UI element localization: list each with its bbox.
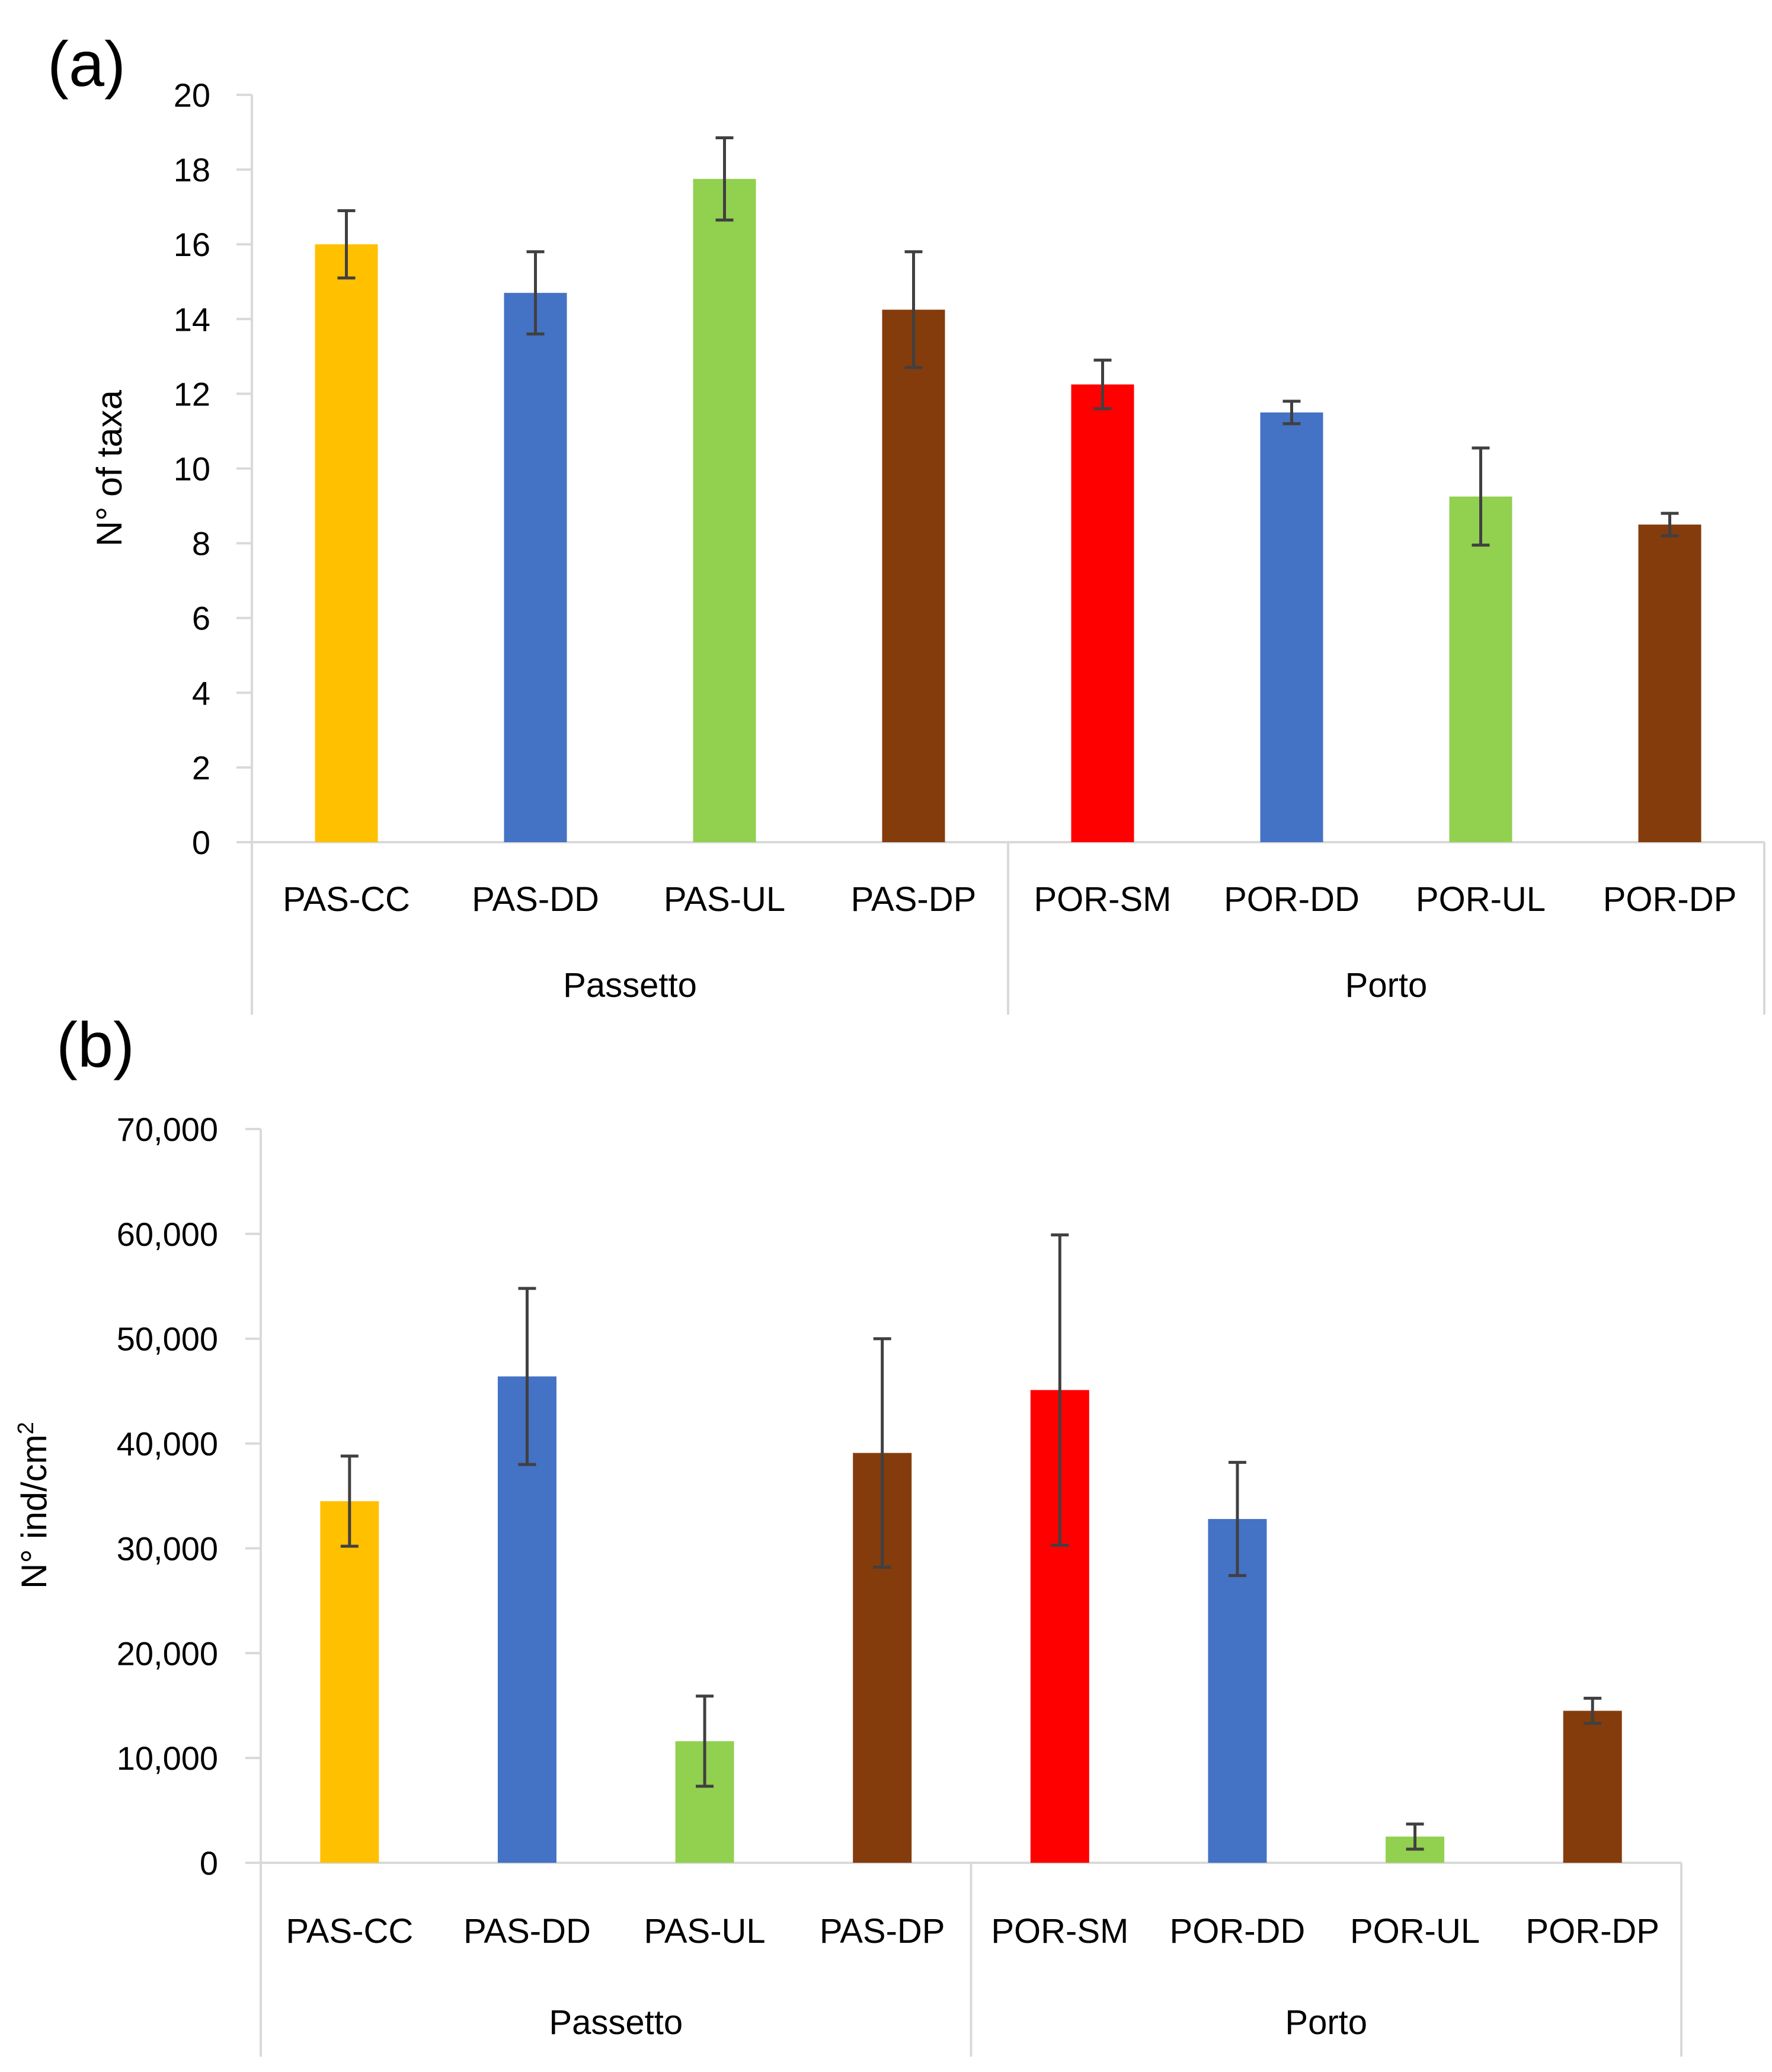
y-tick-label: 30,000 xyxy=(117,1530,218,1567)
bar xyxy=(1260,412,1323,842)
bar xyxy=(1071,384,1134,842)
group-label: Passetto xyxy=(549,2003,683,2042)
y-tick-label: 2 xyxy=(192,749,210,786)
x-tick-label: PAS-CC xyxy=(286,1912,413,1951)
bar xyxy=(504,293,567,842)
y-tick-label: 10 xyxy=(174,450,210,488)
bar xyxy=(315,244,378,842)
group-label: Passetto xyxy=(563,966,697,1005)
x-tick-label: PAS-DD xyxy=(472,880,599,919)
panel-a-chart: (a) N° of taxa 0 2 4 6 8 10 12 14 16 18 20 Passetto Po… xyxy=(47,28,1765,1015)
y-tick-label: 20,000 xyxy=(117,1635,218,1672)
x-tick-label: PAS-DD xyxy=(463,1912,591,1951)
panel-b-chart: (b) N° ind/cm2 0 10,000 20,000 30,000 40,000 50… xyxy=(14,1009,1683,2057)
bar xyxy=(1563,1710,1622,1863)
x-tick-label: PAS-CC xyxy=(283,880,410,919)
x-tick-label: PAS-UL xyxy=(664,880,785,919)
group-label: Porto xyxy=(1345,966,1428,1005)
y-tick-label: 16 xyxy=(174,226,210,263)
x-tick-label: POR-DD xyxy=(1224,880,1360,919)
y-tick-label: 6 xyxy=(192,600,210,637)
x-tick-label: POR-DD xyxy=(1170,1912,1306,1951)
x-tick-label: PAS-DP xyxy=(851,880,977,919)
y-axis-title-text: N° ind/cm xyxy=(14,1434,54,1589)
x-tick-label: POR-UL xyxy=(1350,1912,1480,1951)
x-tick-label: POR-DP xyxy=(1525,1912,1659,1951)
x-tick-label: POR-SM xyxy=(991,1912,1128,1951)
y-tick-label: 14 xyxy=(174,300,210,338)
y-tick-label: 12 xyxy=(174,375,210,413)
x-tick-label: POR-UL xyxy=(1416,880,1546,919)
group-label: Porto xyxy=(1285,2003,1367,2042)
y-axis-title: N° of taxa xyxy=(89,389,129,546)
y-tick-label: 8 xyxy=(192,525,210,562)
bar xyxy=(1449,496,1512,842)
y-tick-label: 4 xyxy=(192,674,210,712)
bar xyxy=(320,1501,379,1863)
y-tick-label: 70,000 xyxy=(117,1111,218,1148)
y-tick-label: 50,000 xyxy=(117,1320,218,1358)
x-tick-label: POR-SM xyxy=(1034,880,1172,919)
x-tick-label: PAS-DP xyxy=(820,1912,945,1951)
x-tick-label: POR-DP xyxy=(1603,880,1737,919)
y-tick-label: 0 xyxy=(192,824,210,861)
y-tick-label: 0 xyxy=(200,1844,218,1882)
y-axis-title: N° ind/cm2 xyxy=(14,1422,54,1589)
y-tick-label: 60,000 xyxy=(117,1216,218,1253)
y-tick-label: 18 xyxy=(174,151,210,188)
bar xyxy=(693,178,756,842)
x-tick-label: PAS-UL xyxy=(644,1912,765,1951)
bar xyxy=(1638,525,1701,842)
panel-label: (b) xyxy=(56,1009,135,1080)
y-tick-label: 40,000 xyxy=(117,1425,218,1463)
y-axis-title-superscript: 2 xyxy=(14,1422,39,1434)
bar xyxy=(882,309,945,842)
y-tick-label: 20 xyxy=(174,76,210,114)
panel-label: (a) xyxy=(47,28,126,100)
y-tick-label: 10,000 xyxy=(117,1740,218,1777)
y-axis-title-text: N° of taxa xyxy=(89,389,129,546)
